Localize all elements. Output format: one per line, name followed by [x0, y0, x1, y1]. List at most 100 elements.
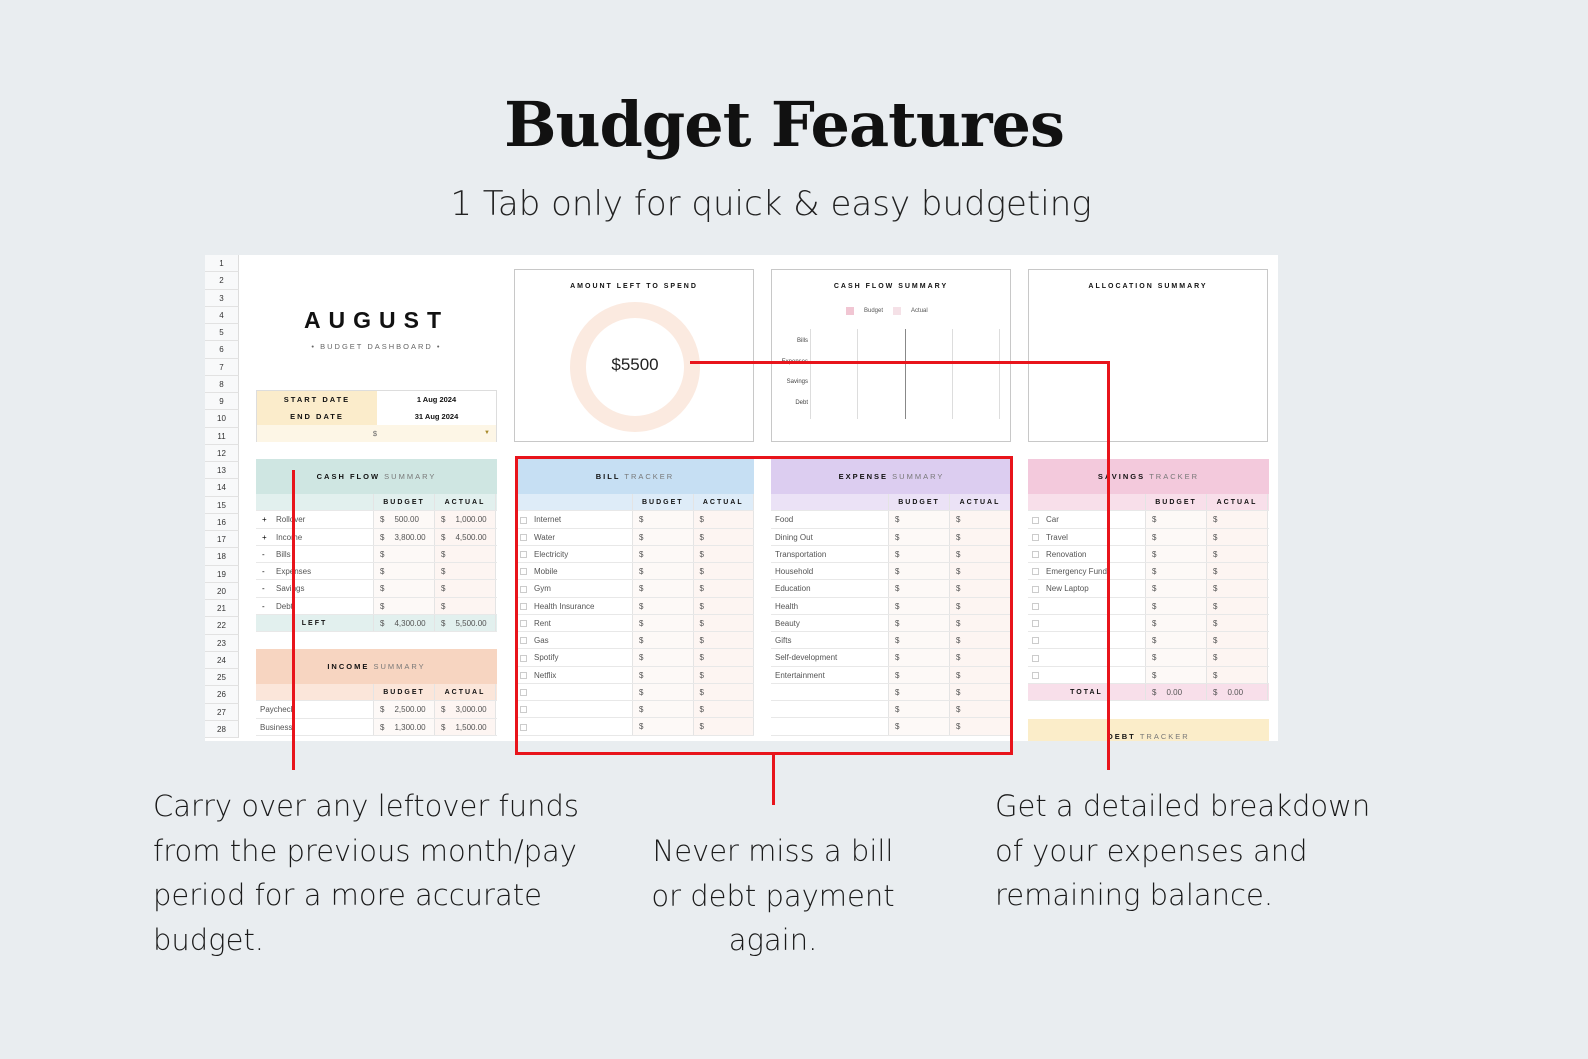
row-header[interactable]: 11	[205, 427, 239, 445]
row-header[interactable]: 15	[205, 496, 239, 514]
checkbox[interactable]	[520, 637, 527, 645]
row-label[interactable]: Renovation	[1046, 549, 1087, 559]
label-column	[256, 684, 374, 701]
row-header[interactable]: 18	[205, 548, 239, 566]
row-header[interactable]: 27	[205, 703, 239, 721]
row-header[interactable]: 22	[205, 617, 239, 635]
row-header[interactable]: 9	[205, 393, 239, 411]
checkbox[interactable]	[520, 533, 527, 541]
actual-cell[interactable]: 3,000.00	[455, 705, 487, 715]
dropdown-arrow-icon[interactable]: ▼	[484, 430, 490, 436]
checkbox[interactable]	[1032, 516, 1039, 524]
actual-cell[interactable]: 1,000.00	[455, 515, 487, 525]
row-header[interactable]: 28	[205, 720, 239, 738]
checkbox[interactable]	[520, 516, 527, 524]
budget-cell[interactable]: 500.00	[394, 515, 419, 525]
row-header[interactable]: 16	[205, 513, 239, 531]
row-label[interactable]: Beauty	[775, 618, 800, 628]
end-date-value[interactable]: 31 Aug 2024	[414, 412, 459, 421]
row-label[interactable]: Paycheck	[260, 705, 295, 715]
checkbox[interactable]	[1032, 620, 1039, 628]
currency-select[interactable]: $ ▼	[257, 425, 496, 442]
row-header[interactable]: 23	[205, 634, 239, 652]
row-header[interactable]: 7	[205, 358, 239, 376]
row-header[interactable]: 19	[205, 565, 239, 583]
row-label[interactable]: Emergency Fund	[1046, 567, 1107, 576]
checkbox[interactable]	[1032, 533, 1039, 541]
checkbox[interactable]	[520, 723, 527, 731]
row-label[interactable]: Water	[534, 532, 556, 542]
row-label[interactable]: Car	[1046, 515, 1059, 525]
start-date-value[interactable]: 1 Aug 2024	[416, 395, 457, 404]
row-label[interactable]: Debt	[276, 601, 293, 611]
row-label[interactable]: Gifts	[775, 636, 792, 645]
row-label[interactable]: Entertainment	[775, 670, 825, 680]
actual-cell[interactable]: 4,500.00	[455, 532, 487, 542]
row-label[interactable]: Rent	[534, 618, 551, 628]
budget-cell[interactable]: 3,800.00	[394, 532, 426, 542]
row-label[interactable]: Transportation	[775, 549, 827, 559]
actual-cell[interactable]: 1,500.00	[455, 722, 487, 732]
budget-cell[interactable]: 2,500.00	[394, 705, 426, 715]
row-label[interactable]: Spotify	[534, 653, 559, 663]
row-header[interactable]: 12	[205, 444, 239, 462]
row-label[interactable]: Travel	[1046, 532, 1068, 542]
checkbox[interactable]	[520, 620, 527, 628]
row-label[interactable]: Netflix	[534, 670, 557, 680]
row-label[interactable]: Household	[775, 567, 814, 576]
checkbox[interactable]	[1032, 602, 1039, 610]
row-header[interactable]: 8	[205, 375, 239, 393]
checkbox[interactable]	[520, 568, 527, 576]
checkbox[interactable]	[520, 551, 527, 559]
label-column	[1028, 494, 1146, 511]
row-header[interactable]: 5	[205, 324, 239, 342]
row-header[interactable]: 20	[205, 582, 239, 600]
row-label[interactable]: Savings	[276, 584, 305, 594]
row-label[interactable]: Mobile	[534, 567, 558, 576]
row-label[interactable]: Income	[276, 532, 303, 542]
checkbox[interactable]	[520, 706, 527, 714]
checkbox[interactable]	[1032, 637, 1039, 645]
table-row: Gas $ $	[516, 632, 755, 650]
row-header[interactable]: 4	[205, 306, 239, 324]
currency-symbol: $	[1152, 636, 1157, 645]
checkbox[interactable]	[1032, 671, 1039, 679]
row-label[interactable]: Business	[260, 722, 293, 732]
row-header[interactable]: 3	[205, 289, 239, 307]
checkbox[interactable]	[1032, 585, 1039, 593]
row-label[interactable]: Gym	[534, 584, 551, 594]
checkbox[interactable]	[520, 654, 527, 662]
row-label[interactable]: Health	[775, 601, 799, 611]
checkbox[interactable]	[1032, 551, 1039, 559]
checkbox[interactable]	[520, 585, 527, 593]
row-header[interactable]: 24	[205, 651, 239, 669]
row-label[interactable]: Rollover	[276, 515, 306, 525]
row-label[interactable]: Bills	[276, 549, 291, 559]
row-header[interactable]: 6	[205, 341, 239, 359]
row-label[interactable]: New Laptop	[1046, 584, 1089, 594]
row-header[interactable]: 10	[205, 410, 239, 428]
checkbox[interactable]	[520, 602, 527, 610]
row-label[interactable]: Internet	[534, 515, 562, 525]
row-header[interactable]: 26	[205, 686, 239, 704]
row-label[interactable]: Gas	[534, 636, 549, 645]
row-header[interactable]: 17	[205, 531, 239, 549]
row-label[interactable]: Education	[775, 584, 811, 594]
row-label[interactable]: Health Insurance	[534, 601, 595, 611]
row-header[interactable]: 1	[205, 255, 239, 273]
checkbox[interactable]	[1032, 654, 1039, 662]
row-label[interactable]: Self-development	[775, 653, 838, 663]
budget-cell[interactable]: 1,300.00	[394, 722, 426, 732]
row-header[interactable]: 21	[205, 600, 239, 618]
checkbox[interactable]	[520, 671, 527, 679]
row-label[interactable]: Dining Out	[775, 532, 813, 542]
chart-gridlines	[810, 329, 1000, 419]
row-header[interactable]: 2	[205, 272, 239, 290]
row-header[interactable]: 25	[205, 669, 239, 687]
row-label[interactable]: Electricity	[534, 549, 569, 559]
checkbox[interactable]	[1032, 568, 1039, 576]
checkbox[interactable]	[520, 689, 527, 697]
row-header[interactable]: 13	[205, 462, 239, 480]
row-label[interactable]: Food	[775, 515, 794, 525]
row-header[interactable]: 14	[205, 479, 239, 497]
